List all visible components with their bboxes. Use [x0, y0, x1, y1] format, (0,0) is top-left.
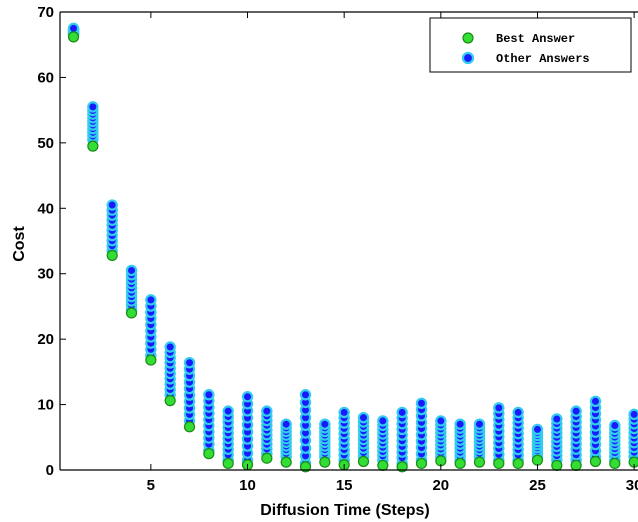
y-tick-label: 70 [37, 4, 54, 21]
best-answer-point [493, 457, 505, 470]
best-answer-point [396, 461, 408, 473]
best-answer-point [570, 459, 582, 472]
other-answer-point [241, 391, 254, 403]
legend-other-marker [461, 51, 475, 65]
best-answer-point [164, 395, 176, 407]
best-answer-point [473, 456, 486, 468]
best-answer-point [125, 307, 138, 319]
other-answer-point [280, 418, 292, 430]
best-answer-point [203, 448, 215, 460]
y-tick-label: 60 [37, 69, 54, 86]
x-axis-label: Diffusion Time (Steps) [260, 502, 430, 519]
best-answer-point [299, 461, 312, 473]
other-answer-point [396, 406, 408, 419]
x-tick-label: 15 [336, 477, 353, 494]
best-answer-point [183, 421, 196, 433]
legend: Best Answer Other Answers [429, 17, 632, 73]
best-answer-point [67, 31, 80, 43]
best-answer-point [222, 457, 234, 470]
other-answer-point [87, 101, 99, 113]
other-answer-point [415, 397, 428, 409]
other-answer-point [493, 402, 505, 414]
best-answer-point [87, 140, 99, 152]
other-answer-point [435, 415, 447, 427]
y-tick-label: 0 [46, 462, 54, 479]
x-tick-label: 5 [147, 477, 155, 494]
legend-other-label: Other Answers [496, 52, 590, 66]
other-answer-point [570, 405, 582, 417]
best-answer-point [609, 457, 621, 470]
y-tick-label: 50 [37, 135, 54, 152]
other-answer-point [222, 405, 234, 417]
y-tick-label: 30 [37, 266, 54, 283]
best-answer-point [280, 456, 292, 468]
other-answer-point [299, 389, 312, 401]
x-tick-label: 30 [626, 477, 638, 494]
other-answer-point [338, 406, 350, 419]
best-answer-point [512, 457, 524, 470]
best-answer-point [628, 456, 638, 468]
other-answer-point [589, 395, 602, 407]
axes: 0 10 20 30 40 50 60 70 5 10 15 20 25 30 [37, 4, 638, 494]
other-answer-point [183, 356, 196, 369]
other-answer-point [454, 418, 466, 430]
other-answer-point [125, 264, 138, 277]
other-answer-point [203, 389, 215, 401]
other-answer-point [473, 418, 486, 430]
other-answer-point [145, 294, 157, 306]
other-answer-point [106, 199, 118, 211]
other-answer-point [357, 411, 370, 424]
best-answer-point [357, 455, 370, 468]
legend-box [429, 17, 632, 73]
other-answer-point [164, 341, 176, 353]
best-answer-point [377, 459, 389, 472]
best-answer-point [551, 459, 563, 472]
y-tick-label: 20 [37, 331, 54, 348]
x-tick-label: 20 [432, 477, 449, 494]
best-answer-point [415, 457, 428, 470]
x-tick-label: 10 [239, 477, 256, 494]
best-answer-point [319, 456, 331, 468]
legend-best-marker [462, 32, 474, 44]
best-answer-point [589, 455, 602, 468]
best-answer-point [454, 457, 466, 470]
other-answer-point [551, 413, 563, 425]
other-answer-point [628, 408, 638, 421]
other-answer-point [319, 418, 331, 430]
legend-best-label: Best Answer [496, 32, 575, 46]
other-answer-point [609, 419, 621, 432]
other-answer-point [377, 415, 389, 427]
best-answer-point [531, 454, 544, 466]
other-answer-point [531, 423, 544, 436]
y-axis-label: Cost [11, 226, 28, 262]
best-answer-point [106, 249, 118, 261]
plot-area [67, 22, 638, 473]
x-tick-label: 25 [529, 477, 546, 494]
y-tick-label: 40 [37, 200, 54, 217]
other-answer-point [512, 406, 524, 419]
best-answer-point [261, 452, 273, 464]
other-answer-point [261, 405, 273, 417]
y-tick-label: 10 [37, 397, 54, 414]
best-answer-point [145, 354, 157, 366]
